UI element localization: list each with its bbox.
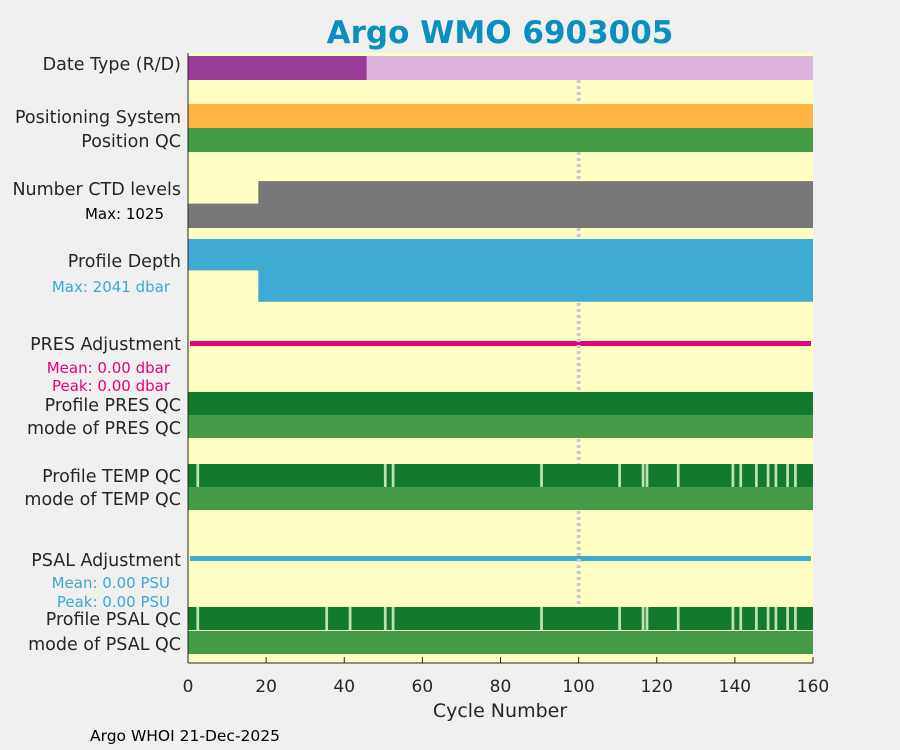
- x-tick-label: 140: [719, 677, 751, 697]
- chart-title: Argo WMO 6903005: [327, 15, 674, 51]
- plot-background: [188, 53, 813, 663]
- row-label-profile-depth: Profile Depth: [68, 252, 181, 272]
- profile-temp-qc-flagged-cycle: [641, 464, 645, 487]
- profile-temp-qc-flagged-cycle: [618, 464, 622, 487]
- profile-temp-qc-bar: [188, 464, 813, 487]
- row-label-profile-temp-qc: Profile TEMP QC: [42, 467, 181, 487]
- profile-temp-qc-flagged-cycle: [676, 464, 680, 487]
- profile-psal-qc-flagged-cycle: [618, 607, 622, 630]
- row-label-positioning: Positioning System: [15, 108, 181, 128]
- profile-psal-qc-flagged-cycle: [766, 607, 770, 630]
- date-type-delayed-bar: [366, 56, 813, 80]
- depth-max-note: Max: 2041 dbar: [52, 278, 171, 296]
- row-label-date-type: Date Type (R/D): [43, 55, 181, 75]
- profile-psal-qc-flagged-cycle: [754, 607, 758, 630]
- profile-psal-qc-flagged-cycle: [348, 607, 352, 630]
- x-tick-label: 40: [333, 677, 355, 697]
- row-label-mode-temp-qc: mode of TEMP QC: [24, 490, 181, 510]
- profile-temp-qc-flagged-cycle: [786, 464, 789, 487]
- profile-temp-qc-flagged-cycle: [794, 464, 797, 487]
- profile-psal-qc-flagged-cycle: [325, 607, 329, 630]
- row-label-pres-adjustment: PRES Adjustment: [30, 335, 181, 355]
- profile-psal-qc-bar: [188, 607, 813, 630]
- row-label-mode-pres-qc: mode of PRES QC: [27, 419, 181, 439]
- pres-mean-note: Mean: 0.00 dbar: [47, 359, 171, 377]
- profile-temp-qc-flagged-cycle: [774, 464, 778, 487]
- x-tick-label: 0: [183, 677, 194, 697]
- profile-temp-qc-flagged-cycle: [383, 464, 387, 487]
- profile-temp-qc-flagged-cycle: [739, 464, 743, 487]
- psal-adjustment-line: [190, 556, 811, 561]
- mode-pres-qc-bar: [188, 415, 813, 438]
- profile-depth-bars: [188, 239, 813, 302]
- mode-psal-qc-bar: [188, 631, 813, 654]
- row-label-profile-psal-qc: Profile PSAL QC: [46, 610, 181, 630]
- profile-temp-qc-flagged-cycle: [540, 464, 543, 487]
- psal-mean-note: Mean: 0.00 PSU: [52, 574, 170, 592]
- row-label-position-qc: Position QC: [81, 132, 181, 152]
- profile-psal-qc-flagged-cycle: [774, 607, 778, 630]
- profile-psal-qc-flagged-cycle: [196, 607, 200, 630]
- row-label-mode-psal-qc: mode of PSAL QC: [28, 635, 181, 655]
- profile-psal-qc-flagged-cycle: [731, 607, 735, 630]
- x-tick-label: 120: [641, 677, 673, 697]
- profile-psal-qc-flagged-cycle: [383, 607, 387, 630]
- x-tick-label: 80: [490, 677, 512, 697]
- x-axis: 0 20 40 60 80 100 120 140 160: [183, 53, 829, 697]
- profile-psal-qc-flagged-cycle: [641, 607, 645, 630]
- date-type-realtime-bar: [188, 56, 367, 80]
- profile-temp-qc-flagged-cycle: [391, 464, 395, 487]
- row-label-profile-pres-qc: Profile PRES QC: [45, 396, 181, 416]
- pres-adjustment-line: [190, 341, 811, 346]
- profile-temp-qc-flagged-cycle: [731, 464, 735, 487]
- profile-psal-qc-flagged-cycle: [676, 607, 680, 630]
- x-tick-label: 100: [562, 677, 594, 697]
- row-label-ctd-levels: Number CTD levels: [12, 180, 181, 200]
- profile-temp-qc-flagged-cycle: [766, 464, 770, 487]
- profile-pres-qc-bar: [188, 392, 813, 415]
- profile-psal-qc-flagged-cycle: [391, 607, 395, 630]
- ctd-max-note: Max: 1025: [85, 205, 164, 223]
- x-axis-label: Cycle Number: [433, 700, 567, 722]
- mode-temp-qc-bar: [188, 487, 813, 510]
- ctd-levels-bars: [188, 181, 813, 228]
- profile-psal-qc-flagged-cycle: [540, 607, 543, 630]
- profile-temp-qc-flagged-cycle: [754, 464, 758, 487]
- x-tick-label: 20: [255, 677, 277, 697]
- profile-temp-qc-flagged-cycle: [196, 464, 200, 487]
- profile-psal-qc-flagged-cycle: [794, 607, 797, 630]
- x-tick-label: 60: [412, 677, 434, 697]
- row-labels: Date Type (R/D) Positioning System Positio…: [12, 55, 181, 655]
- row-label-psal-adjustment: PSAL Adjustment: [31, 551, 181, 571]
- plot-area: [188, 56, 813, 654]
- psal-peak-note: Peak: 0.00 PSU: [57, 593, 170, 611]
- profile-temp-qc-flagged-cycle: [645, 464, 649, 487]
- footer-credit: Argo WHOI 21-Dec-2025: [90, 727, 280, 745]
- pres-peak-note: Peak: 0.00 dbar: [52, 377, 171, 395]
- x-tick-label: 160: [797, 677, 829, 697]
- profile-psal-qc-flagged-cycle: [739, 607, 743, 630]
- profile-psal-qc-flagged-cycle: [645, 607, 649, 630]
- position-qc-bar: [188, 128, 813, 152]
- profile-psal-qc-flagged-cycle: [786, 607, 789, 630]
- positioning-system-bar: [188, 104, 813, 128]
